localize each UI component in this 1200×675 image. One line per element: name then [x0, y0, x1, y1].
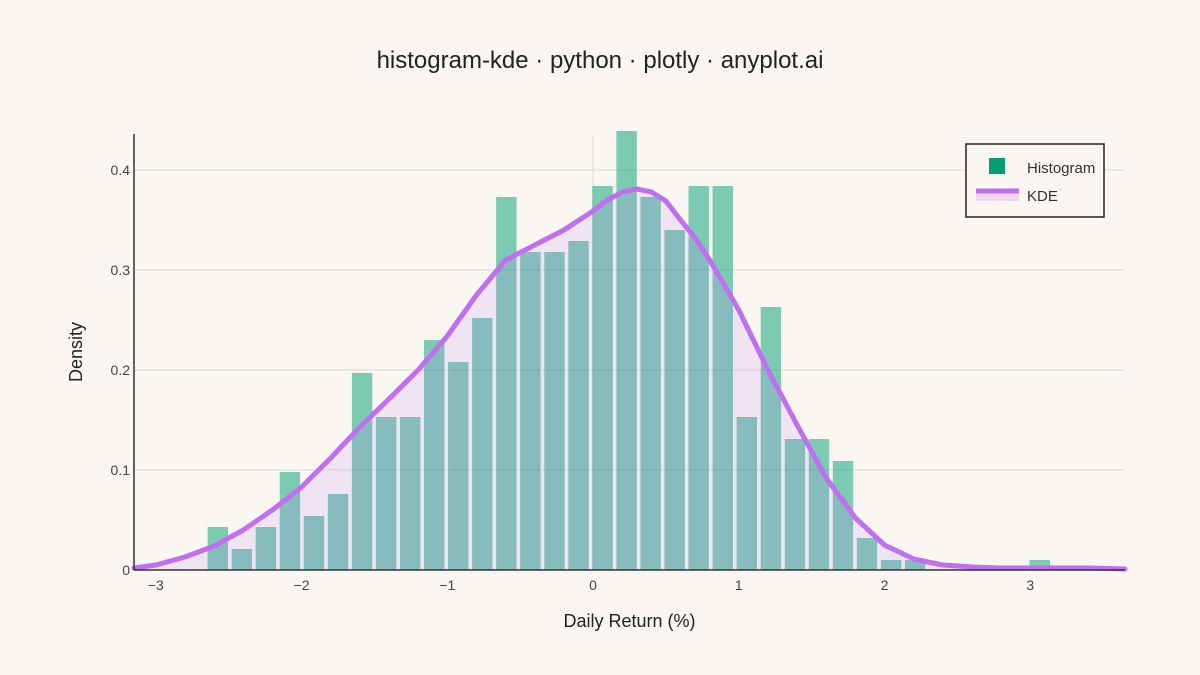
histogram-bar[interactable]: [231, 549, 253, 570]
legend-kde-fill-swatch: [976, 191, 1019, 201]
legend-box: [965, 143, 1105, 218]
histogram-bar[interactable]: [255, 527, 277, 570]
x-tick-label: 1: [735, 577, 743, 593]
legend-histogram-label: Histogram: [1027, 160, 1095, 177]
histogram-bars: [207, 131, 1050, 570]
histogram-bar[interactable]: [327, 494, 349, 570]
axes-layer: 0 0.1 0.2 0.3 0.4 −3 −2 −1 0 1 2 3: [111, 134, 1125, 593]
kde-line[interactable]: [131, 186, 1128, 572]
y-tick-label: 0.2: [111, 362, 131, 378]
histogram-bar[interactable]: [760, 307, 782, 570]
x-tick-label: 3: [1026, 577, 1034, 593]
x-tick-label: 0: [589, 577, 597, 593]
histogram-bar[interactable]: [472, 318, 493, 570]
histogram-bar[interactable]: [303, 516, 325, 570]
legend[interactable]: Histogram KDE: [965, 143, 1105, 218]
histogram-bar[interactable]: [544, 252, 565, 570]
kde-area: [134, 189, 1125, 570]
histogram-bar[interactable]: [880, 560, 902, 570]
histogram-bar[interactable]: [640, 197, 661, 570]
kde-layer: [131, 186, 1128, 572]
histogram-bar[interactable]: [448, 362, 469, 570]
histogram-bar[interactable]: [784, 439, 806, 570]
histogram-bar[interactable]: [832, 461, 854, 570]
histogram-bar[interactable]: [592, 186, 613, 570]
histogram-bar[interactable]: [664, 230, 685, 570]
histogram-bar[interactable]: [375, 417, 397, 570]
y-tick-label: 0.3: [111, 262, 131, 278]
y-tick-label: 0.4: [111, 162, 131, 178]
x-axis-title: Daily Return (%): [563, 611, 695, 631]
x-tick-label: −3: [148, 577, 164, 593]
histogram-bar[interactable]: [856, 538, 878, 570]
histogram-bar[interactable]: [904, 560, 926, 570]
chart-title: histogram-kde · python · plotly · anyplo…: [377, 47, 824, 74]
x-tick-label: 2: [881, 577, 889, 593]
histogram-bar[interactable]: [207, 527, 228, 570]
y-tick-label: 0.1: [111, 462, 131, 478]
y-tick-label: 0: [122, 562, 130, 578]
legend-histogram-swatch: [989, 158, 1005, 174]
histogram-bar[interactable]: [520, 252, 541, 570]
histogram-bar[interactable]: [424, 340, 445, 570]
y-axis-title: Density: [66, 322, 86, 382]
histogram-bar[interactable]: [496, 197, 517, 570]
histogram-bar[interactable]: [568, 241, 589, 570]
x-tick-label: −2: [294, 577, 310, 593]
legend-kde-label: KDE: [1027, 188, 1058, 205]
histogram-bar[interactable]: [736, 417, 758, 570]
histogram-bar[interactable]: [616, 131, 637, 570]
histogram-bar[interactable]: [1029, 560, 1050, 570]
histogram-bar[interactable]: [712, 186, 733, 570]
histogram-bar[interactable]: [399, 417, 421, 570]
histogram-bar[interactable]: [688, 186, 709, 570]
x-tick-label: −1: [439, 577, 455, 593]
histogram-bar[interactable]: [279, 472, 301, 570]
